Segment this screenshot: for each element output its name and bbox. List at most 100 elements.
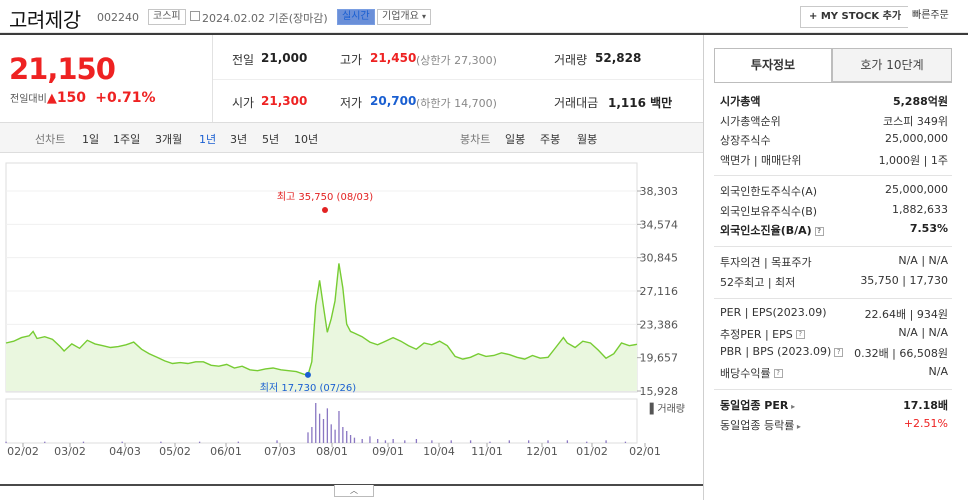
volume-bar [346, 431, 348, 443]
chevron-down-icon: ▾ [422, 12, 427, 21]
stock-name: 고려제강 [9, 8, 81, 32]
info-value: 코스피 349위 [883, 114, 948, 128]
quote-row-divider [213, 79, 703, 80]
amount-label: 거래대금 [554, 96, 599, 110]
price-change: 전일대비▲150 +0.71% [10, 90, 156, 106]
x-tick-label: 07/03 [264, 445, 296, 458]
high-value: 21,450 [370, 51, 417, 65]
info-value: 25,000,000 [885, 183, 948, 196]
info-value: 35,750 | 17,730 [860, 273, 948, 287]
volume-bar [450, 440, 452, 443]
high-label: 고가 [340, 53, 363, 67]
prev-close-value: 21,000 [261, 51, 308, 65]
info-value: 0.32배 | 66,508원 [854, 347, 948, 360]
basis-text: 기준(장마감) [268, 12, 328, 25]
volume-bar [624, 441, 627, 443]
company-info-dropdown[interactable]: 기업개요 ▾ [377, 9, 432, 25]
tab-daily[interactable]: 일봉 [505, 133, 526, 146]
tab-10y[interactable]: 10년 [294, 133, 319, 146]
up-triangle-icon: ▲ [46, 91, 57, 106]
chart-period-bar [0, 122, 703, 153]
tab-5y[interactable]: 5년 [262, 133, 280, 146]
stock-code: 002240 [97, 11, 139, 24]
x-tick-label: 11/01 [471, 445, 503, 458]
arrow-right-icon[interactable]: ▸ [788, 402, 796, 411]
x-tick-label: 12/01 [526, 445, 558, 458]
info-value: 1,882,633 [892, 202, 948, 216]
arrow-right-icon[interactable]: ▸ [794, 421, 801, 431]
change-value: 150 [56, 90, 87, 106]
info-label: PER | EPS(2023.09) [720, 306, 827, 319]
help-icon[interactable]: ? [773, 369, 783, 378]
volume-bar [469, 440, 472, 443]
amount-value: 1,116 백만 [608, 96, 673, 110]
help-icon[interactable]: ? [834, 347, 844, 357]
current-price: 21,150 [9, 52, 116, 86]
tab-invest-info[interactable]: 투자정보 [714, 48, 832, 82]
volume-bar [330, 424, 332, 443]
collapse-chevron-icon[interactable]: ︿ [334, 485, 374, 497]
info-value: +2.51% [903, 416, 948, 430]
lower-limit: (하한가 14,700) [416, 97, 497, 110]
x-tick-label: 08/01 [316, 445, 348, 458]
low-value: 20,700 [370, 94, 417, 108]
volume-bar [547, 440, 549, 443]
tab-1d[interactable]: 1일 [82, 133, 100, 146]
info-label: 추정PER | EPS? [720, 326, 805, 342]
info-label-text: 추정PER | EPS [720, 327, 793, 341]
info-label: 상장주식수 [720, 132, 771, 148]
info-label-text: 동일업종 등락률 [720, 418, 795, 432]
info-label: PBR | BPS (2023.09)? [720, 345, 844, 358]
help-icon[interactable]: ? [795, 330, 805, 339]
tab-3y[interactable]: 3년 [230, 133, 248, 146]
tab-monthly[interactable]: 월봉 [577, 133, 598, 146]
y-tick-label: 23,386 [640, 318, 679, 331]
x-tick-label: 10/04 [423, 445, 455, 458]
info-label: 배당수익률? [720, 365, 783, 381]
info-label-text: 상장주식수 [720, 134, 771, 147]
upper-limit: (상한가 27,300) [416, 54, 497, 67]
price-chart[interactable]: 38,303 34,574 30,845 27,116 23,386 19,657 15,9… [0, 153, 703, 500]
realtime-button[interactable]: 실시간 [337, 9, 375, 25]
volume-bar [415, 439, 418, 443]
help-icon[interactable]: ? [814, 226, 824, 236]
info-label-text: PER | EPS(2023.09) [720, 306, 827, 319]
min-marker [304, 371, 311, 378]
tab-weekly[interactable]: 주봉 [540, 133, 561, 146]
volume-bar [349, 435, 352, 443]
volume-bar [121, 441, 123, 443]
volume-bar [566, 440, 569, 443]
volume-bar [353, 437, 356, 443]
panel-group-divider [714, 389, 952, 390]
volume-bar [338, 411, 340, 443]
volume-bar [276, 440, 278, 443]
info-label: 외국인보유주식수(B) [720, 203, 817, 219]
tab-3m[interactable]: 3개월 [155, 133, 183, 146]
add-mystock-label: + MY STOCK 추가 [809, 11, 902, 22]
add-mystock-button[interactable]: + MY STOCK 추가 [800, 6, 911, 28]
volume-bar [5, 441, 7, 443]
volume-bar [489, 441, 491, 443]
x-tick-label: 03/02 [54, 445, 86, 458]
info-value: 5,288억원 [892, 95, 948, 108]
volume-bar [44, 441, 46, 443]
max-label: 최고 35,750 (08/03) [277, 191, 373, 203]
volume-bar [334, 429, 336, 443]
x-tick-label: 06/01 [210, 445, 242, 458]
min-label: 최저 17,730 (07/26) [260, 382, 356, 394]
open-value: 21,300 [261, 94, 308, 108]
info-label-text: 투자의견 | 목표주가 [720, 256, 812, 269]
change-percent: +0.71% [95, 90, 156, 106]
price-area [6, 263, 637, 391]
tab-1w[interactable]: 1주일 [113, 133, 141, 146]
x-tick-label: 09/01 [372, 445, 404, 458]
info-value: N/A | N/A [898, 325, 948, 339]
y-tick-label: 34,574 [640, 218, 679, 231]
info-value: 17.18배 [903, 399, 948, 412]
quick-order-button[interactable]: 빠른주문 [908, 6, 953, 28]
info-label: 동일업종 PER ▸ [720, 397, 795, 413]
y-tick-label: 15,928 [640, 385, 679, 398]
info-label-text: 외국인한도주식수(A) [720, 185, 818, 198]
tab-1y[interactable]: 1년 [199, 133, 217, 146]
tab-hoga-10[interactable]: 호가 10단계 [832, 48, 952, 82]
